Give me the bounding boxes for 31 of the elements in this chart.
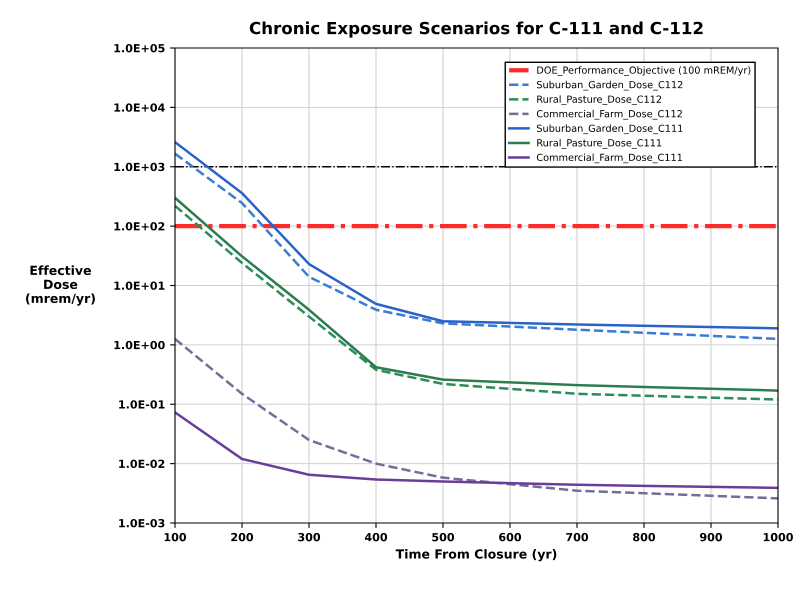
legend-label: Rural_Pasture_Dose_C111 [537, 138, 662, 149]
y-tick-label: 1.0E+03 [114, 162, 164, 172]
x-tick-label: 900 [700, 532, 722, 542]
y-tick-label: 1.0E-01 [119, 400, 165, 409]
legend-label: Commercial_Farm_Dose_C111 [536, 153, 682, 164]
x-tick-label: 500 [432, 532, 454, 542]
x-tick-label: 800 [633, 532, 656, 542]
x-tick-label: 700 [566, 532, 588, 542]
y-tick-label: 1.0E+04 [114, 103, 165, 112]
y-tick-label: 1.0E+01 [114, 281, 165, 290]
legend-label: Suburban_Garden_Dose_C111 [536, 124, 682, 134]
x-axis-title: Time From Closure (yr) [396, 549, 556, 562]
legend-label: Suburban_Garden_Dose_C112 [536, 80, 682, 90]
x-tick-label: 600 [499, 532, 522, 542]
legend-label: Commercial_Farm_Dose_C112 [536, 110, 682, 120]
x-tick-label: 100 [164, 532, 186, 542]
y-tick-label: 1.0E-02 [119, 460, 164, 468]
line-series [175, 411, 778, 490]
chart-title: Chronic Exposure Scenarios for C-111 and C-112 [250, 21, 703, 38]
y-tick-label: 1.0E-03 [119, 518, 164, 528]
x-tick-label: 200 [231, 532, 254, 542]
x-tick-label: 300 [298, 532, 320, 542]
y-tick-label: 1.0E+02 [114, 222, 164, 231]
y-tick-label: 1.0E+05 [114, 44, 164, 52]
x-tick-label: 400 [364, 532, 388, 542]
y-axis-title: Effective Dose (mrem/yr) [26, 265, 95, 306]
legend-label: Rural_Pasture_Dose_C112 [537, 95, 662, 106]
line-series [175, 338, 778, 500]
legend-label: DOE_Performance_Objective (100 mREM/yr) [537, 66, 750, 76]
x-tick-label: 1000 [764, 532, 793, 542]
y-tick-label: 1.0E+00 [114, 340, 165, 350]
